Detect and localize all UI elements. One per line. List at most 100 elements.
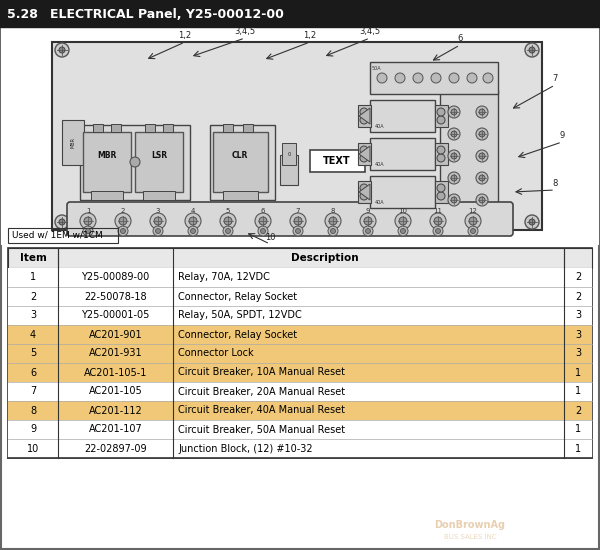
Circle shape bbox=[293, 226, 303, 236]
Bar bbox=[135, 132, 183, 192]
Text: 1: 1 bbox=[30, 272, 36, 283]
Circle shape bbox=[364, 217, 372, 225]
Text: 3: 3 bbox=[156, 208, 160, 214]
Text: Circuit Breaker, 10A Manual Reset: Circuit Breaker, 10A Manual Reset bbox=[178, 367, 345, 377]
Circle shape bbox=[469, 217, 477, 225]
Bar bbox=[223, 124, 233, 132]
Bar bbox=[111, 124, 121, 132]
Bar bbox=[370, 62, 498, 94]
Bar bbox=[91, 191, 123, 200]
Text: 8: 8 bbox=[553, 179, 557, 188]
Bar bbox=[83, 132, 131, 192]
Bar bbox=[435, 105, 448, 127]
Circle shape bbox=[448, 106, 460, 118]
Circle shape bbox=[155, 228, 161, 234]
Circle shape bbox=[55, 215, 69, 229]
Text: 1: 1 bbox=[575, 367, 581, 377]
Circle shape bbox=[433, 226, 443, 236]
Text: AC201-931: AC201-931 bbox=[89, 349, 142, 359]
Circle shape bbox=[55, 43, 69, 57]
Text: Y25-00089-00: Y25-00089-00 bbox=[82, 272, 149, 283]
Circle shape bbox=[399, 217, 407, 225]
Circle shape bbox=[437, 154, 445, 162]
Circle shape bbox=[360, 213, 376, 229]
Circle shape bbox=[449, 73, 459, 83]
Text: 2: 2 bbox=[575, 292, 581, 301]
Text: 3: 3 bbox=[575, 329, 581, 339]
Circle shape bbox=[360, 154, 368, 162]
Circle shape bbox=[86, 228, 91, 234]
Text: 4: 4 bbox=[30, 329, 36, 339]
Circle shape bbox=[529, 47, 535, 53]
Text: MBR: MBR bbox=[71, 136, 76, 147]
Text: Circuit Breaker, 50A Manual Reset: Circuit Breaker, 50A Manual Reset bbox=[178, 425, 345, 435]
Circle shape bbox=[451, 131, 457, 137]
Circle shape bbox=[191, 228, 196, 234]
Text: MBR: MBR bbox=[97, 151, 116, 161]
Text: 1,2: 1,2 bbox=[304, 31, 317, 40]
Circle shape bbox=[467, 73, 477, 83]
Circle shape bbox=[259, 217, 267, 225]
Text: Description: Description bbox=[291, 253, 359, 263]
Bar bbox=[8, 401, 592, 420]
Circle shape bbox=[470, 228, 476, 234]
Text: 7: 7 bbox=[553, 74, 557, 83]
Circle shape bbox=[434, 217, 442, 225]
Text: LSR: LSR bbox=[151, 151, 167, 161]
Bar bbox=[8, 439, 592, 458]
Bar bbox=[52, 42, 542, 230]
Circle shape bbox=[451, 175, 457, 181]
Circle shape bbox=[451, 197, 457, 203]
Text: 40A: 40A bbox=[375, 200, 385, 205]
Text: 2: 2 bbox=[121, 208, 125, 214]
Text: TEXT: TEXT bbox=[323, 156, 351, 166]
Bar bbox=[8, 420, 592, 439]
Circle shape bbox=[59, 219, 65, 225]
Text: 2: 2 bbox=[575, 405, 581, 415]
Text: 10: 10 bbox=[398, 208, 407, 214]
Text: 12: 12 bbox=[469, 208, 478, 214]
Bar bbox=[80, 125, 190, 200]
Text: 0: 0 bbox=[287, 151, 290, 157]
Circle shape bbox=[360, 192, 368, 200]
Circle shape bbox=[223, 226, 233, 236]
Text: AC201-901: AC201-901 bbox=[89, 329, 142, 339]
Circle shape bbox=[476, 128, 488, 140]
Circle shape bbox=[365, 228, 371, 234]
Circle shape bbox=[479, 175, 485, 181]
Bar bbox=[213, 132, 268, 192]
Bar bbox=[223, 191, 258, 200]
Circle shape bbox=[479, 197, 485, 203]
Bar bbox=[62, 120, 84, 165]
Circle shape bbox=[479, 131, 485, 137]
Text: Relay, 50A, SPDT, 12VDC: Relay, 50A, SPDT, 12VDC bbox=[178, 311, 302, 321]
Circle shape bbox=[476, 172, 488, 184]
Bar bbox=[358, 105, 371, 127]
Bar bbox=[440, 90, 498, 210]
Circle shape bbox=[83, 226, 93, 236]
Circle shape bbox=[479, 109, 485, 115]
Text: Item: Item bbox=[20, 253, 46, 263]
Circle shape bbox=[448, 150, 460, 162]
Circle shape bbox=[436, 228, 440, 234]
Text: 2: 2 bbox=[575, 272, 581, 283]
Circle shape bbox=[115, 213, 131, 229]
Text: 3,4,5: 3,4,5 bbox=[235, 27, 256, 36]
Bar bbox=[282, 143, 296, 165]
Text: Connector Lock: Connector Lock bbox=[178, 349, 254, 359]
Circle shape bbox=[331, 228, 335, 234]
FancyBboxPatch shape bbox=[67, 202, 513, 236]
Bar bbox=[435, 181, 448, 203]
Bar bbox=[163, 124, 173, 132]
Circle shape bbox=[226, 228, 230, 234]
Circle shape bbox=[258, 226, 268, 236]
Text: 8: 8 bbox=[30, 405, 36, 415]
Bar bbox=[1, 28, 599, 245]
Text: 5: 5 bbox=[226, 208, 230, 214]
Circle shape bbox=[476, 194, 488, 206]
Bar bbox=[370, 176, 435, 208]
Circle shape bbox=[401, 228, 406, 234]
Text: ELECTRICAL Panel, Y25-00012-00: ELECTRICAL Panel, Y25-00012-00 bbox=[50, 8, 284, 20]
Circle shape bbox=[150, 213, 166, 229]
Circle shape bbox=[119, 217, 127, 225]
